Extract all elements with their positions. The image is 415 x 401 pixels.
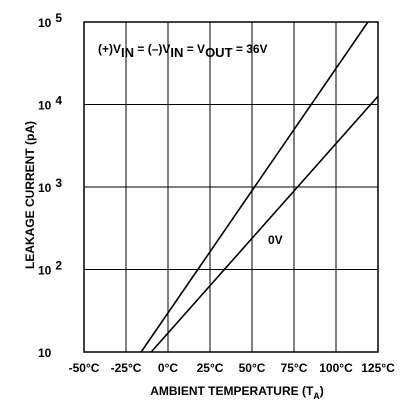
- x-tick-label: 25°C: [197, 361, 224, 375]
- x-tick-labels: -50°C -25°C 0°C 25°C 50°C 75°C 100°C 125°C: [69, 361, 395, 375]
- grid-lines: [84, 22, 378, 352]
- x-axis-label: AMBIENT TEMPERATURE (TA): [150, 384, 324, 401]
- y-tick-label: 10 3: [38, 176, 62, 195]
- x-tick-label: 125°C: [361, 361, 395, 375]
- y-tick-label: 10 5: [38, 11, 62, 30]
- x-tick-label: 0°C: [158, 361, 178, 375]
- y-tick-label: 10 4: [38, 94, 62, 113]
- x-tick-label: 50°C: [239, 361, 266, 375]
- x-tick-label: 100°C: [319, 361, 353, 375]
- y-tick-label: 10 2: [38, 259, 62, 278]
- x-tick-label: -25°C: [111, 361, 142, 375]
- series-lines: [140, 21, 379, 353]
- series-line-0: [140, 21, 369, 353]
- x-tick-label: 75°C: [281, 361, 308, 375]
- series-line-1: [150, 95, 379, 353]
- plot-frame: [83, 21, 379, 353]
- series-label-0v: 0V: [268, 233, 283, 247]
- y-tick-label: 10: [38, 346, 52, 360]
- y-axis-label: LEAKAGE CURRENT (pA): [23, 121, 37, 269]
- series-label-36v: (+)VIN = (–)VIN = VOUT = 36V: [98, 42, 268, 60]
- x-tick-label: -50°C: [69, 361, 100, 375]
